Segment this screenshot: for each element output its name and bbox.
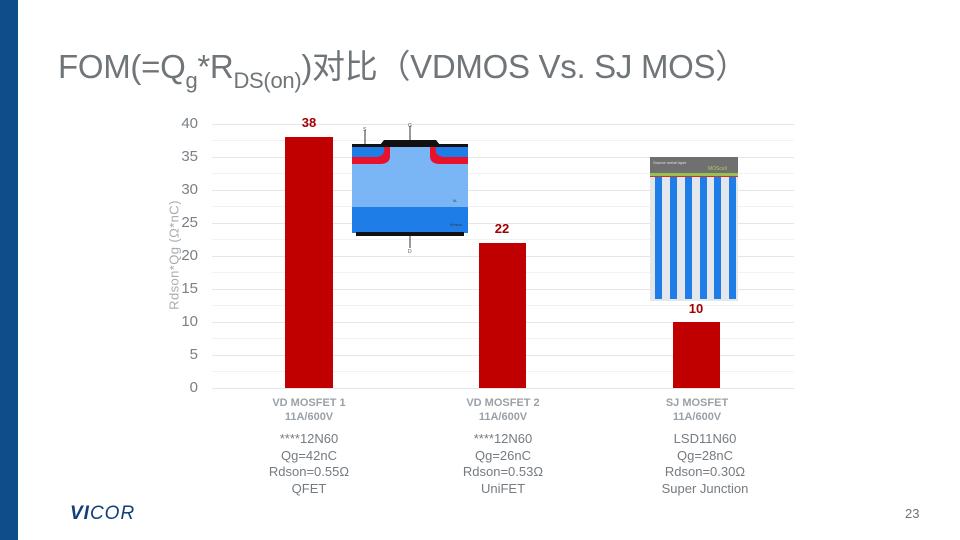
y-tick: 10 xyxy=(181,313,198,330)
part-number: ****12N60 xyxy=(473,431,533,446)
rdson-value: Rdson=0.53Ω xyxy=(462,464,544,479)
svg-text:MOScell: MOScell xyxy=(708,166,727,172)
rdson-value: Rdson=0.55Ω xyxy=(268,464,350,479)
category-label: SJ MOSFET 11A/600V xyxy=(612,396,782,424)
gridline-minor xyxy=(212,206,794,207)
page-number: 23 xyxy=(905,506,920,521)
bar-value-label: 22 xyxy=(494,221,510,236)
vdmos-cross-section-diagram: G S D N- N+sub xyxy=(348,122,472,255)
y-tick: 20 xyxy=(181,247,198,264)
svg-text:D: D xyxy=(408,249,412,254)
logo-bold: VI xyxy=(70,503,90,524)
gridline-minor xyxy=(212,239,794,240)
gridline xyxy=(212,124,794,125)
svg-text:N-: N- xyxy=(453,198,458,203)
category-name: VD MOSFET 2 xyxy=(466,397,540,409)
bar-sj-mosfet xyxy=(673,322,720,388)
gridline xyxy=(212,157,794,158)
gate-charge: Qg=28nC xyxy=(676,447,733,463)
gridline xyxy=(212,223,794,224)
bar-vd-mosfet-2 xyxy=(479,243,526,388)
part-number: ****12N60 xyxy=(279,431,339,446)
category-label: VD MOSFET 1 11A/600V xyxy=(224,396,394,424)
device-spec-block: LSD11N60 Qg=28nC Rdson=0.30Ω Super Junct… xyxy=(620,431,790,497)
slide-title: FOM(=Qg*RDS(on))对比（VDMOS Vs. SJ MOS） xyxy=(58,40,748,94)
gridline xyxy=(212,190,794,191)
part-number: LSD11N60 xyxy=(673,431,737,446)
y-tick: 30 xyxy=(181,181,198,198)
svg-text:Source metal layer: Source metal layer xyxy=(653,160,687,165)
category-rating: 11A/600V xyxy=(478,411,528,423)
title-subscript-ds: DS(on) xyxy=(233,68,302,93)
technology: QFET xyxy=(291,480,327,496)
y-tick: 40 xyxy=(181,115,198,132)
category-rating: 11A/600V xyxy=(672,411,722,423)
gridline-minor xyxy=(212,173,794,174)
left-accent-bar xyxy=(0,0,18,540)
category-name: SJ MOSFET xyxy=(665,397,729,409)
logo-thin: COR xyxy=(89,503,136,524)
gridline-minor xyxy=(212,140,794,141)
y-tick: 5 xyxy=(189,346,198,363)
title-part: *R xyxy=(197,48,234,85)
title-subscript-g: g xyxy=(185,68,198,93)
y-tick: 25 xyxy=(181,214,198,231)
y-tick: 15 xyxy=(181,280,198,297)
rdson-value: Rdson=0.30Ω xyxy=(664,464,746,479)
gate-charge: Qg=26nC xyxy=(474,447,531,463)
technology: UniFET xyxy=(480,480,526,496)
device-spec-block: ****12N60 Qg=42nC Rdson=0.55Ω QFET xyxy=(224,431,394,497)
vicor-logo: VICOR xyxy=(70,503,135,525)
y-tick: 35 xyxy=(181,148,198,165)
bar-value-label: 38 xyxy=(301,115,317,130)
bar-value-label: 10 xyxy=(688,301,704,316)
gridline-baseline xyxy=(212,388,794,389)
bar-vd-mosfet-1 xyxy=(285,137,333,388)
category-rating: 11A/600V xyxy=(284,411,334,423)
device-spec-block: ****12N60 Qg=26nC Rdson=0.53Ω UniFET xyxy=(418,431,588,497)
technology: Super Junction xyxy=(661,480,749,496)
svg-text:S: S xyxy=(363,127,367,133)
category-name: VD MOSFET 1 xyxy=(272,397,346,409)
superjunction-structure-diagram: Source metal layer MOScell xyxy=(650,157,738,301)
category-label: VD MOSFET 2 11A/600V xyxy=(418,396,588,424)
title-part: )对比（VDMOS Vs. SJ MOS） xyxy=(301,48,748,85)
y-tick: 0 xyxy=(189,379,198,396)
title-part: FOM(=Q xyxy=(58,48,186,85)
svg-text:N+sub: N+sub xyxy=(450,222,462,227)
svg-text:G: G xyxy=(408,123,412,129)
gate-charge: Qg=42nC xyxy=(280,447,337,463)
